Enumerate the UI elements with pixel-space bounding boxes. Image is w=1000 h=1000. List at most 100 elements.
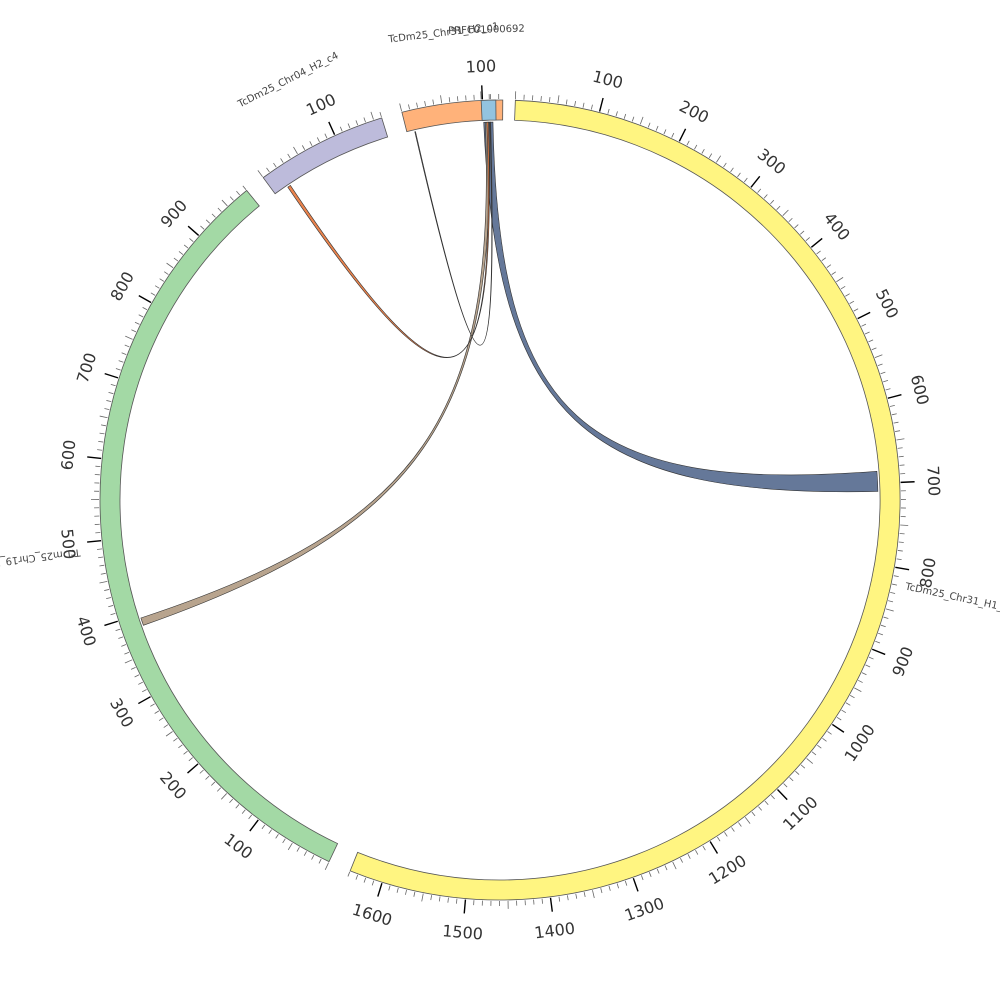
segment-4 xyxy=(480,99,497,121)
tick-mark xyxy=(318,858,322,864)
tick-mark xyxy=(235,804,240,809)
tick-mark xyxy=(158,717,164,721)
tick-mark xyxy=(355,120,359,126)
tick-mark xyxy=(557,95,560,104)
tick-label: 400 xyxy=(820,209,854,245)
tick-mark xyxy=(440,95,443,104)
tick-mark xyxy=(782,209,789,216)
tick-mark xyxy=(363,117,366,123)
tick-mark xyxy=(831,271,837,275)
tick-mark xyxy=(789,777,794,782)
link-ribbon-3 xyxy=(414,121,493,346)
tick-label: 800 xyxy=(916,556,940,589)
tick-mark xyxy=(108,391,114,395)
segments-layer xyxy=(99,99,901,901)
tick-label: 500 xyxy=(57,528,79,560)
tick-mark xyxy=(287,842,293,851)
tick-mark xyxy=(229,798,234,803)
tick-mark xyxy=(574,101,576,107)
segment-1 xyxy=(99,189,339,863)
tick-mark xyxy=(99,432,105,435)
tick-mark xyxy=(871,347,877,351)
tick-mark xyxy=(187,763,199,774)
tick-mark xyxy=(159,278,165,282)
tick-mark xyxy=(339,126,343,132)
tick-mark xyxy=(758,806,762,811)
tick-mark xyxy=(687,854,691,859)
tick-mark xyxy=(795,770,800,775)
tick-mark xyxy=(99,415,108,419)
tick-mark xyxy=(363,877,367,883)
tick-label: 800 xyxy=(106,268,138,304)
tick-mark xyxy=(377,883,383,897)
tick-mark xyxy=(211,213,216,218)
tick-mark xyxy=(607,108,610,114)
tick-mark xyxy=(220,793,227,800)
tick-mark xyxy=(868,656,874,660)
tick-mark xyxy=(895,566,910,571)
tick-label: 300 xyxy=(106,695,138,731)
tick-mark xyxy=(236,190,240,196)
tick-mark xyxy=(744,817,751,824)
tick-label: 1200 xyxy=(705,851,750,889)
tick-mark xyxy=(249,819,259,832)
tick-mark xyxy=(100,424,106,427)
tick-mark xyxy=(794,224,799,229)
tick-mark xyxy=(800,230,805,235)
tick-label: 400 xyxy=(73,614,100,649)
tick-mark xyxy=(134,674,140,678)
tick-mark xyxy=(124,344,130,348)
tick-mark xyxy=(150,292,156,296)
tick-mark xyxy=(141,689,147,693)
tick-mark xyxy=(897,550,903,552)
tick-label: 100 xyxy=(303,90,339,120)
tick-mark xyxy=(632,877,639,892)
tick-mark xyxy=(287,153,291,159)
tick-mark xyxy=(770,199,775,205)
tick-mark xyxy=(861,672,867,676)
tick-mark xyxy=(575,893,578,899)
tick-mark xyxy=(173,737,178,742)
tick-mark xyxy=(273,162,277,168)
tick-mark xyxy=(731,827,735,832)
tick-mark xyxy=(211,781,216,786)
tick-mark xyxy=(405,889,407,895)
tick-mark xyxy=(751,811,756,817)
tick-mark xyxy=(266,167,270,173)
segment-label: PRFC01000692 xyxy=(448,24,525,37)
tick-mark xyxy=(104,408,110,411)
tick-mark xyxy=(142,307,148,311)
tick-mark xyxy=(173,257,179,262)
tick-mark xyxy=(816,250,821,255)
tick-mark xyxy=(205,219,211,224)
tick-mark xyxy=(757,188,762,193)
tick-mark xyxy=(421,893,424,902)
tick-mark xyxy=(717,836,721,842)
tick-mark xyxy=(108,605,114,608)
tick-mark xyxy=(166,262,174,269)
tick-mark xyxy=(165,731,173,737)
tick-mark xyxy=(118,360,124,363)
tick-mark xyxy=(890,591,896,594)
tick-mark xyxy=(849,695,855,699)
tick-mark xyxy=(125,335,133,340)
tick-mark xyxy=(242,185,247,190)
tick-mark xyxy=(590,104,593,110)
segment-label: TcDm25_Chr31_H1_c1 xyxy=(903,581,1000,615)
tick-label: 1000 xyxy=(840,721,879,765)
tick-mark xyxy=(241,809,246,814)
tick-mark xyxy=(708,153,713,159)
tick-mark xyxy=(805,237,810,242)
tick-mark xyxy=(104,620,118,627)
tick-mark xyxy=(663,129,667,135)
tick-mark xyxy=(154,285,160,289)
tick-mark xyxy=(763,194,768,199)
tick-mark xyxy=(347,871,351,877)
tick-mark xyxy=(216,787,222,792)
tick-mark xyxy=(100,572,106,575)
tick-mark xyxy=(827,731,832,735)
tick-mark xyxy=(895,430,901,432)
tick-mark xyxy=(104,589,110,591)
tick-mark xyxy=(347,123,351,129)
tick-mark xyxy=(716,155,722,163)
